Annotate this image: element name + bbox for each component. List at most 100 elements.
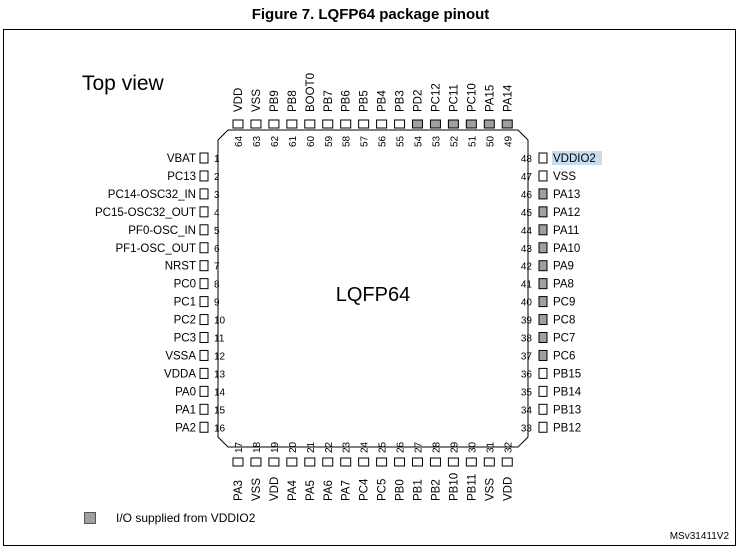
pin-right-2-name: PA13: [553, 189, 580, 201]
pin-bottom-6-number: 23: [342, 441, 353, 453]
pin-right-0-highlight: [552, 151, 602, 165]
pin-left-4-number: 5: [214, 226, 220, 237]
pin-left-8-pad: [199, 296, 209, 308]
pin-bottom-1-name: VSS: [251, 478, 263, 501]
pin-left-6-number: 7: [214, 262, 220, 273]
pin-right-8-pad: [538, 296, 548, 308]
pin-left-3-number: 4: [214, 208, 220, 219]
pin-right-6-number: 42: [521, 262, 533, 273]
pins-bottom-side: 17 PA3 18 VSS 19 VDD 20 PA4 21 PA5 22 PA6 23 PA7 24 PC4…: [232, 441, 514, 501]
pin-bottom-15-number: 32: [503, 441, 514, 453]
pin-left-12-number: 13: [214, 369, 226, 380]
pin-bottom-11-number: 28: [431, 441, 442, 453]
pin-left-14-number: 15: [214, 405, 226, 416]
pin-bottom-4-name: PA5: [305, 480, 317, 501]
pin-top-11-name: PC12: [430, 83, 442, 112]
pin-left-9-pad: [199, 314, 209, 326]
pin-left-9-number: 10: [214, 316, 226, 327]
pin-bottom-0-number: 17: [234, 441, 245, 453]
pin-left-6-pad: [199, 260, 209, 272]
pin-right-9-number: 39: [521, 316, 533, 327]
pin-left-14-name: PA1: [175, 404, 196, 416]
pin-bottom-3-pad: [286, 457, 298, 467]
pin-right-5-name: PA10: [553, 243, 580, 255]
pin-left-0-pad: [199, 152, 209, 164]
pin-bottom-13-name: PB11: [466, 474, 478, 501]
pin-left-11-number: 12: [214, 351, 226, 362]
pin-bottom-12-pad: [447, 457, 459, 467]
pin-left-10-pad: [199, 332, 209, 343]
pin-right-10-pad: [538, 332, 548, 343]
pin-right-11-name: PC6: [553, 350, 575, 362]
pin-right-3-name: PA12: [553, 207, 580, 219]
pin-top-3-number: 61: [288, 135, 299, 147]
pin-top-0-number: 64: [234, 135, 245, 147]
pin-right-3-pad: [538, 206, 548, 218]
pin-top-2-number: 62: [270, 135, 281, 147]
pin-right-6-name: PA9: [553, 261, 574, 273]
pin-bottom-5-number: 22: [324, 441, 335, 453]
pin-top-3-name: PB8: [287, 90, 299, 112]
pin-left-2-name: PC14-OSC32_IN: [108, 189, 196, 201]
pin-left-1-name: PC13: [167, 171, 196, 183]
pin-bottom-2-name: VDD: [269, 477, 281, 501]
pin-right-7-number: 41: [521, 280, 533, 291]
pin-right-14-number: 34: [521, 405, 533, 416]
pin-right-0-name: VDDIO2: [553, 153, 596, 165]
pin-top-9-pad: [394, 119, 406, 129]
pin-top-7-pad: [358, 119, 370, 129]
pin-left-14-pad: [199, 403, 209, 415]
pin-top-15-pad: [501, 119, 513, 129]
pin-right-0-pad: [538, 152, 548, 164]
pin-bottom-3-name: PA4: [287, 480, 299, 501]
pin-top-2-pad: [268, 119, 280, 129]
pin-top-14-number: 50: [485, 135, 496, 147]
pin-right-10-number: 38: [521, 334, 533, 345]
pin-left-12-pad: [199, 367, 209, 379]
pin-top-12-pad: [447, 119, 459, 129]
pin-top-11-pad: [429, 119, 441, 129]
package-outline: [217, 129, 529, 448]
pin-bottom-4-number: 21: [306, 441, 317, 453]
pin-right-11-pad: [538, 349, 548, 361]
pin-top-8-pad: [376, 119, 388, 129]
pin-bottom-7-pad: [358, 457, 370, 467]
pin-bottom-3-number: 20: [288, 441, 299, 453]
pin-left-3-pad: [199, 206, 209, 218]
pin-top-3-pad: [286, 119, 298, 129]
pin-left-2-pad: [199, 188, 209, 200]
pin-top-13-name: PC10: [466, 83, 478, 112]
pin-left-0-number: 1: [214, 154, 220, 165]
pin-right-13-name: PB14: [553, 386, 582, 398]
top-view-label: Top view: [82, 72, 164, 95]
pin-top-11-number: 53: [431, 135, 442, 147]
diagram-frame: [3, 29, 736, 546]
pin-right-7-name: PA8: [553, 279, 574, 291]
pin-right-15-pad: [538, 421, 548, 433]
pin-top-0-name: VDD: [233, 88, 245, 112]
pin-right-1-number: 47: [521, 172, 533, 183]
pin-left-4-name: PF0-OSC_IN: [128, 225, 196, 237]
pin-top-12-name: PC11: [448, 84, 460, 112]
pin-bottom-9-pad: [394, 457, 406, 467]
pin-top-13-number: 51: [467, 135, 478, 147]
pin-left-5-name: PF1-OSC_OUT: [115, 243, 196, 255]
pins-right-side: 48 VDDIO2 47 VSS 46 PA13 45 PA12 44 PA11 43 PA10 42 P…: [521, 151, 602, 434]
pin-bottom-13-pad: [465, 457, 477, 467]
pin-left-3-name: PC15-OSC32_OUT: [95, 207, 196, 219]
pin-bottom-5-name: PA6: [323, 480, 335, 501]
pin-left-11-pad: [199, 349, 209, 361]
pin-top-10-pad: [412, 119, 423, 129]
pin-bottom-14-number: 31: [485, 441, 496, 453]
pin-top-1-pad: [250, 119, 262, 129]
pin-top-14-name: PA15: [484, 85, 496, 112]
pin-top-10-name: PD2: [413, 90, 425, 112]
pin-right-9-name: PC8: [553, 315, 575, 327]
pin-right-9-pad: [538, 314, 548, 326]
pin-left-8-name: PC1: [174, 297, 196, 309]
pin-bottom-8-number: 25: [378, 441, 389, 453]
pin-right-5-number: 43: [521, 244, 533, 255]
pin-right-0-number: 48: [521, 154, 533, 165]
pin-right-15-name: PB12: [553, 422, 581, 434]
legend-swatch: [84, 512, 96, 524]
